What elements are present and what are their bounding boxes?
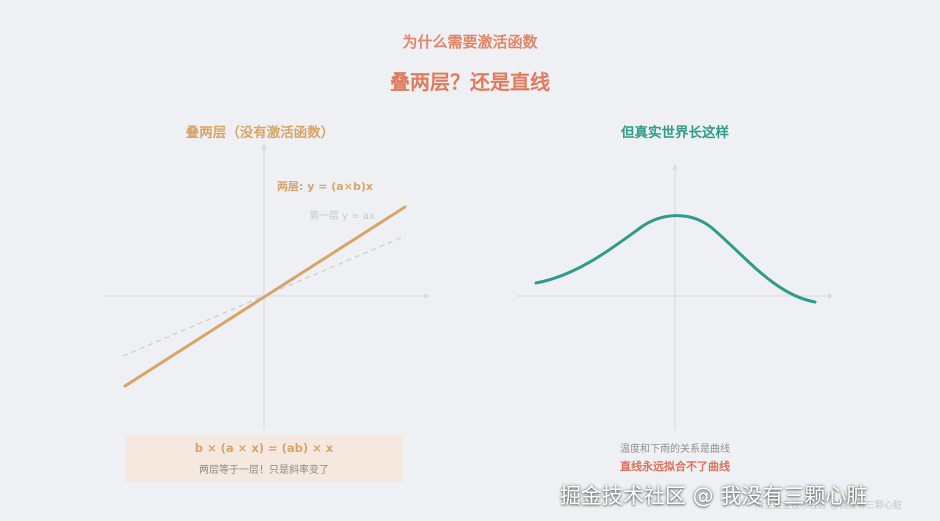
slide-kicker: 为什么需要激活函数 [402, 33, 538, 51]
watermark: 掘金技术社区 @ 我没有三颗心脏 [560, 484, 868, 508]
formula-note: 两层等于一层！只是斜率变了 [199, 465, 329, 476]
two-layer-label: 两层: y = (a×b)x [277, 180, 373, 193]
bell-curve [534, 214, 817, 304]
formula-box [125, 436, 403, 482]
right-panel-title: 但真实世界长这样 [621, 125, 729, 141]
curve-caption: 温度和下雨的关系是曲线 [620, 444, 730, 455]
right-x-arrow [828, 293, 834, 299]
right-axes [517, 163, 834, 430]
left-x-arrow [424, 293, 430, 299]
formula-text: b × (a × x) = (ab) × x [194, 441, 334, 455]
right-y-arrow [672, 163, 678, 170]
left-axes [104, 143, 430, 430]
slide-headline: 叠两层？还是直线 [390, 70, 550, 94]
left-panel-title: 叠两层（没有激活函数） [185, 125, 335, 141]
left-y-arrow [261, 143, 267, 150]
curve-emphasis: 直线永远拟合不了曲线 [620, 460, 730, 473]
watermark-faint: 稀土掘金技术社区 @我没有三颗心脏 [755, 501, 902, 511]
two-layer-line [123, 205, 407, 388]
one-layer-label: 第一层 y = ax [309, 209, 375, 222]
